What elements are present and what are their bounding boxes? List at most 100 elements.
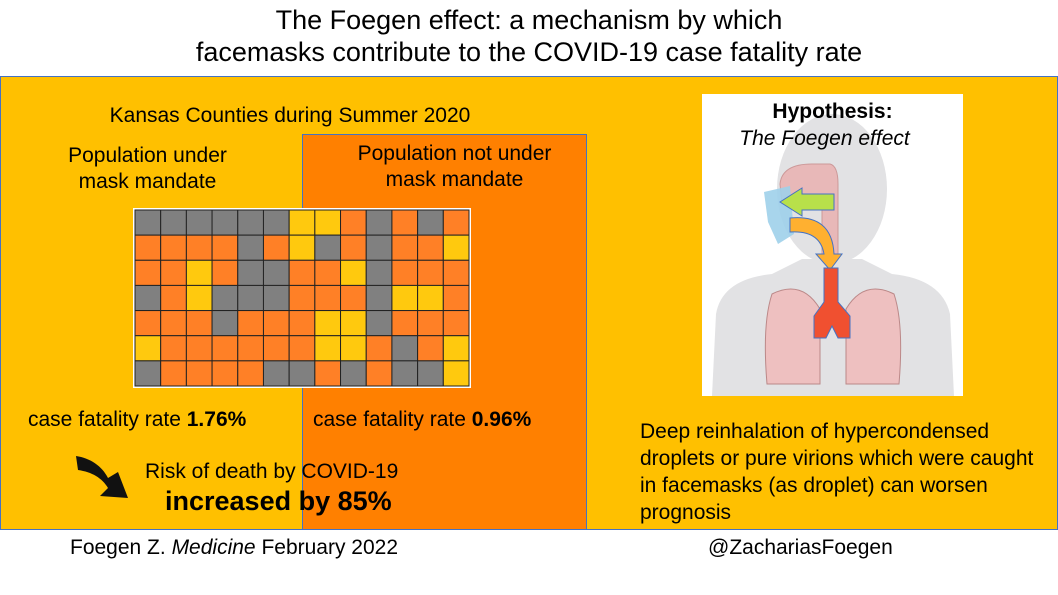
county: [160, 209, 187, 236]
county: [442, 209, 470, 236]
county: [134, 360, 162, 387]
curved-arrow-icon: [76, 456, 128, 498]
county: [237, 234, 264, 261]
county: [417, 259, 444, 286]
county: [314, 310, 342, 337]
county: [262, 234, 290, 261]
county: [314, 335, 342, 362]
county: [262, 284, 290, 312]
county: [365, 310, 393, 337]
county: [211, 234, 239, 261]
county: [288, 234, 316, 261]
county: [134, 209, 162, 236]
county: [288, 284, 316, 312]
county: [442, 310, 470, 337]
county: [134, 259, 162, 286]
county: [134, 310, 162, 337]
county: [185, 310, 213, 337]
county: [365, 335, 393, 362]
county: [340, 259, 367, 286]
county: [340, 360, 367, 387]
county: [237, 310, 264, 337]
county: [288, 335, 316, 362]
county: [442, 360, 470, 387]
cfr-mandate: case fatality rate 1.76%: [28, 408, 247, 431]
county: [262, 259, 290, 286]
county: [160, 335, 187, 362]
cfr-no-mandate: case fatality rate 0.96%: [313, 408, 532, 431]
citation: Foegen Z. Medicine February 2022: [70, 536, 399, 559]
county: [237, 259, 264, 286]
county: [288, 310, 316, 337]
county: [442, 335, 470, 362]
county: [185, 209, 213, 236]
county: [417, 335, 444, 362]
county: [185, 335, 213, 362]
no-mandate-label: Population not under mask mandate: [357, 142, 552, 191]
county: [237, 360, 264, 387]
county: [365, 259, 393, 286]
county: [160, 234, 187, 261]
county: [211, 209, 239, 236]
county: [340, 284, 367, 312]
county: [185, 259, 213, 286]
county: [340, 335, 367, 362]
county: [417, 209, 444, 236]
county: [417, 360, 444, 387]
county: [365, 234, 393, 261]
author-handle: @ZachariasFoegen: [708, 536, 893, 559]
county: [160, 259, 187, 286]
county: [340, 234, 367, 261]
county: [391, 335, 419, 362]
county: [262, 209, 290, 236]
county: [442, 284, 470, 312]
county: [365, 209, 393, 236]
county: [288, 209, 316, 236]
county: [365, 360, 393, 387]
map-heading: Kansas Counties during Summer 2020: [109, 104, 471, 127]
county: [211, 310, 239, 337]
county: [442, 259, 470, 286]
county: [391, 310, 419, 337]
county: [211, 259, 239, 286]
county: [237, 209, 264, 236]
county: [391, 360, 419, 387]
county: [134, 234, 162, 261]
county: [288, 259, 316, 286]
county: [185, 360, 213, 387]
county: [391, 284, 419, 312]
risk-increase: increased by 85%: [165, 486, 392, 516]
kansas-county-map: [133, 208, 471, 388]
risk-text: Risk of death by COVID-19: [145, 460, 399, 483]
county: [262, 360, 290, 387]
county: [417, 234, 444, 261]
page-title: The Foegen effect: a mechanism by which …: [195, 5, 863, 67]
county: [237, 284, 264, 312]
county: [340, 310, 367, 337]
county: [185, 234, 213, 261]
county: [391, 259, 419, 286]
county: [288, 360, 316, 387]
county: [160, 310, 187, 337]
county: [391, 209, 419, 236]
county: [160, 360, 187, 387]
county: [237, 335, 264, 362]
county: [417, 284, 444, 312]
hypothesis-figure: Hypothesis: The Foegen effect: [702, 94, 963, 396]
county: [185, 284, 213, 312]
county: [134, 335, 162, 362]
hypothesis-subtitle: The Foegen effect: [739, 127, 910, 150]
respiratory-illustration: [712, 114, 954, 396]
county: [160, 284, 187, 312]
county: [391, 234, 419, 261]
county: [314, 209, 342, 236]
county: [365, 284, 393, 312]
county: [262, 310, 290, 337]
county: [442, 234, 470, 261]
county: [314, 360, 342, 387]
county: [340, 209, 367, 236]
hypothesis-title: Hypothesis:: [772, 100, 893, 123]
mechanism-description: Deep reinhalation of hypercondensed drop…: [640, 420, 1034, 524]
county: [262, 335, 290, 362]
county: [314, 259, 342, 286]
